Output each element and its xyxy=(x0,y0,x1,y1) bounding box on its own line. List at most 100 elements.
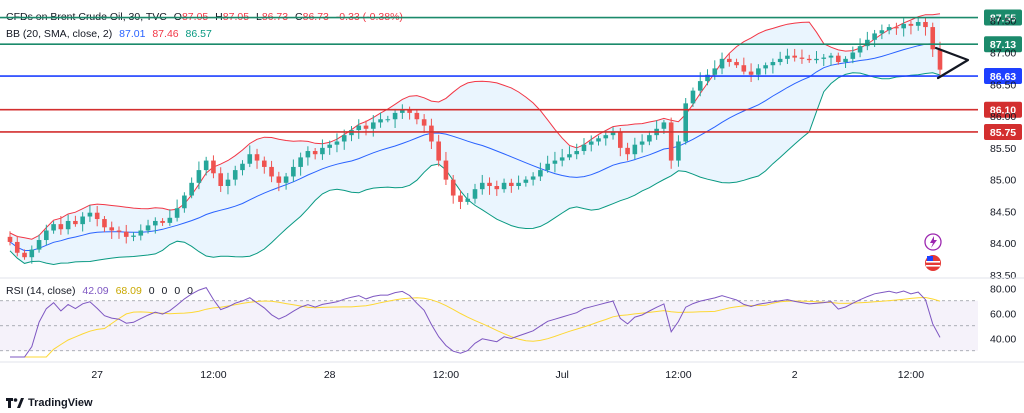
candle xyxy=(305,146,311,166)
candle xyxy=(821,53,827,67)
candle-body xyxy=(116,230,122,232)
candle xyxy=(581,138,587,155)
candle-body xyxy=(44,230,49,241)
x-tick-5: 12:00 xyxy=(665,369,691,381)
candle-body xyxy=(153,220,158,226)
level-badge-3 xyxy=(984,101,1022,118)
candle xyxy=(545,155,550,173)
candle xyxy=(705,69,710,86)
candle xyxy=(291,159,296,182)
candle-body xyxy=(785,55,790,59)
candle-body xyxy=(494,186,500,190)
candle-body xyxy=(436,141,441,161)
candle-body xyxy=(167,217,173,223)
rsi-ma-value: 68.09 xyxy=(115,285,142,297)
candle-body xyxy=(588,141,594,145)
candle-body xyxy=(465,198,471,202)
tradingview-branding[interactable]: TradingView xyxy=(6,397,93,409)
level-label-2: 86.63 xyxy=(990,71,1016,83)
candle-body xyxy=(487,182,492,186)
tradingview-logo-icon xyxy=(6,398,24,408)
candle-body xyxy=(712,68,718,75)
bb-lower-value: 86.57 xyxy=(185,28,212,40)
candle-body xyxy=(618,131,623,148)
candle xyxy=(429,118,434,150)
candle-body xyxy=(298,157,303,167)
candle xyxy=(407,106,412,120)
rsi-extra-2: 0 xyxy=(174,285,181,297)
candle-body xyxy=(777,58,783,63)
candle xyxy=(196,161,202,190)
candle-body xyxy=(182,195,187,209)
us-flag-icon xyxy=(925,255,941,271)
candle xyxy=(385,115,391,123)
candle-body xyxy=(552,160,558,164)
candle xyxy=(153,217,158,234)
rsi-label: RSI (14, close) xyxy=(6,285,76,297)
candle xyxy=(87,205,93,222)
candle xyxy=(327,140,332,155)
candle xyxy=(465,193,471,205)
candle xyxy=(174,199,180,222)
candle xyxy=(886,24,892,35)
candle-body xyxy=(123,231,129,237)
candle xyxy=(283,172,289,190)
candle-body xyxy=(240,163,245,171)
tradingview-name: TradingView xyxy=(28,397,93,409)
candle-body xyxy=(312,151,318,155)
candle xyxy=(247,145,253,168)
candle xyxy=(225,172,231,195)
rsi-line xyxy=(10,286,941,358)
candle xyxy=(559,148,565,167)
candle xyxy=(719,52,725,75)
candle xyxy=(734,58,739,68)
candle xyxy=(574,143,580,160)
candle-body xyxy=(567,154,572,158)
candle-body xyxy=(102,219,107,228)
candle-body xyxy=(610,131,616,136)
level-label-1: 87.13 xyxy=(990,39,1016,51)
candle xyxy=(254,148,260,169)
candle xyxy=(668,117,674,169)
candle-body xyxy=(930,27,936,50)
candle-body xyxy=(821,57,827,59)
rsi-legend: RSI (14, close) 42.09 68.09 0 0 0 0 xyxy=(6,285,197,297)
candle-body xyxy=(479,182,485,190)
candle-body xyxy=(109,227,115,231)
candle xyxy=(450,175,456,204)
candle-body xyxy=(603,135,609,139)
candle-body xyxy=(857,46,863,53)
level-badge-0 xyxy=(984,9,1022,26)
candle-body xyxy=(792,55,797,58)
candle-body xyxy=(291,166,296,177)
price-tick-3: 86.00 xyxy=(990,111,1016,123)
x-tick-4: Jul xyxy=(555,369,568,381)
candle xyxy=(857,38,863,58)
candle-body xyxy=(676,141,681,161)
candle-body xyxy=(407,109,412,113)
candle xyxy=(341,129,347,150)
candle-body xyxy=(247,154,253,164)
candle-body xyxy=(799,57,805,59)
candle-body xyxy=(661,122,667,129)
candle-body xyxy=(189,182,194,196)
price-tick-2: 86.50 xyxy=(990,79,1016,91)
candle-body xyxy=(523,179,529,183)
rsi-tick-2: 40.00 xyxy=(990,333,1016,345)
candle-body xyxy=(814,58,819,61)
candle-body xyxy=(901,23,906,29)
candle xyxy=(7,231,13,246)
candle xyxy=(363,120,369,136)
candle-body xyxy=(923,21,928,28)
candle xyxy=(160,218,165,226)
candle-body xyxy=(908,23,914,26)
candle-body xyxy=(385,119,391,121)
candle xyxy=(138,224,144,241)
candle-body xyxy=(806,58,812,61)
candle-body xyxy=(770,62,776,66)
candle-body xyxy=(276,176,282,183)
candle-body xyxy=(87,212,93,217)
candle xyxy=(109,221,115,239)
candle-body xyxy=(516,182,521,186)
